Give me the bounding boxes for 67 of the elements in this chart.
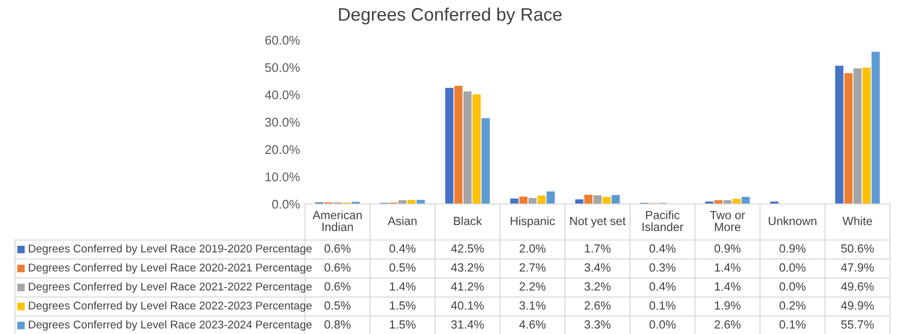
x-tick-label: American Indian [312, 210, 362, 232]
data-label: 3.4% [584, 263, 611, 272]
data-label: 47.9% [841, 263, 874, 272]
x-tick-label: Black [454, 216, 482, 226]
x-tick-label: Two or More [710, 211, 746, 232]
data-label: 4.6% [519, 320, 546, 329]
data-label: 3.2% [584, 282, 611, 291]
data-label: 41.2% [451, 282, 484, 291]
data-label: 0.4% [390, 244, 416, 253]
data-label: 0.5% [390, 263, 416, 272]
data-label: 43.2% [451, 263, 484, 272]
data-label: 2.6% [714, 320, 741, 329]
x-tick-label: Hispanic [510, 216, 555, 228]
data-label: 0.0% [780, 263, 806, 272]
data-label: 2.6% [584, 301, 611, 310]
data-label: 0.0% [650, 320, 676, 329]
data-label: 0.1% [780, 320, 806, 329]
data-label: 2.2% [520, 282, 546, 291]
data-label: 2.0% [520, 244, 546, 253]
data-label: 2.7% [520, 263, 546, 272]
y-tick-label: 40.0% [264, 90, 300, 100]
data-label: 1.5% [390, 301, 416, 310]
data-label: 1.9% [714, 301, 741, 310]
chart-title: Degrees Conferred by Race [339, 8, 562, 24]
data-label: 0.8% [324, 320, 351, 329]
legend-label: Degrees Conferred by Level Race 2020-2021 Percentage [28, 263, 312, 274]
data-label: 1.5% [390, 320, 416, 329]
data-label: 31.4% [451, 320, 484, 329]
data-label: 1.4% [714, 282, 741, 291]
x-tick-label: Pacific Islander [642, 210, 684, 232]
data-label: 40.1% [451, 301, 484, 310]
legend-label: Degrees Conferred by Level Race 2019-2020 Percentage [28, 244, 312, 255]
data-label: 0.1% [650, 301, 676, 310]
data-label: 0.3% [650, 263, 676, 272]
data-label: 49.6% [841, 282, 874, 291]
legend-label: Degrees Conferred by Level Race 2022-2023 Percentage [28, 301, 312, 312]
data-label: 0.2% [780, 301, 806, 310]
data-label: 49.9% [841, 301, 874, 310]
data-label: 0.4% [650, 282, 676, 291]
data-label: 0.4% [650, 244, 676, 253]
data-label: 3.3% [584, 320, 611, 329]
y-tick-label: 10.0% [266, 172, 300, 182]
x-tick-label: Asian [388, 216, 416, 226]
data-label: 0.9% [780, 244, 806, 253]
x-tick-label: Not yet set [570, 216, 626, 228]
data-label: 0.9% [714, 244, 741, 253]
y-tick-label: 60.0% [265, 36, 300, 45]
data-label: 50.6% [841, 244, 874, 253]
data-label: 1.4% [714, 263, 741, 272]
data-label: 1.7% [584, 244, 611, 253]
data-label: 0.5% [324, 301, 351, 310]
y-tick-label: 50.0% [265, 63, 300, 72]
y-tick-label: 30.0% [265, 118, 300, 127]
legend-label: Degrees Conferred by Level Race 2023-2024 Percentage [28, 320, 312, 331]
data-label: 55.7% [841, 320, 874, 329]
data-label: 3.1% [519, 301, 546, 310]
data-label: 0.6% [324, 282, 351, 291]
x-tick-label: White [842, 216, 872, 226]
data-label: 42.5% [451, 244, 484, 253]
y-tick-label: 20.0% [265, 145, 300, 154]
data-label: 0.6% [324, 244, 351, 253]
data-label: 1.4% [390, 282, 416, 291]
legend-label: Degrees Conferred by Level Race 2021-2022 Percentage [28, 282, 312, 293]
data-label: 0.6% [324, 263, 351, 272]
data-label: 0.0% [780, 282, 806, 291]
x-tick-label: Unknown [768, 216, 816, 226]
y-tick-label: 0.0% [272, 200, 300, 209]
